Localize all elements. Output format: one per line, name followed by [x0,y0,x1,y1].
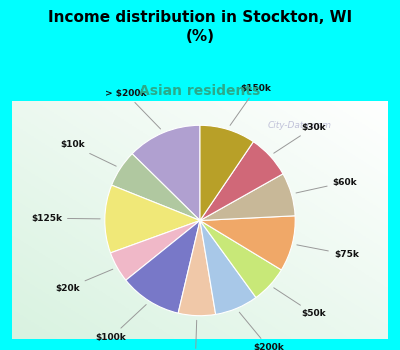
Wedge shape [126,220,200,313]
Text: $50k: $50k [274,288,326,318]
Text: $200k: $200k [239,312,284,350]
Wedge shape [200,220,256,314]
Text: > $200k: > $200k [105,89,160,129]
Wedge shape [110,220,200,280]
Text: $75k: $75k [297,245,359,259]
Wedge shape [200,174,295,220]
Wedge shape [178,220,216,316]
Text: Income distribution in Stockton, WI
(%): Income distribution in Stockton, WI (%) [48,10,352,44]
Text: $60k: $60k [296,178,357,193]
Text: $100k: $100k [96,304,146,342]
Wedge shape [200,125,253,220]
Text: City-Data.com: City-Data.com [268,120,332,130]
Wedge shape [105,185,200,253]
Text: Asian residents: Asian residents [139,84,261,98]
Text: $150k: $150k [230,84,271,125]
Text: $30k: $30k [274,122,326,153]
Text: $10k: $10k [60,140,116,166]
Wedge shape [112,154,200,220]
Wedge shape [200,216,295,270]
Wedge shape [200,142,283,220]
Text: $125k: $125k [31,214,100,223]
Wedge shape [132,125,200,220]
Wedge shape [200,220,281,298]
Text: $20k: $20k [55,269,113,293]
Text: $40k: $40k [183,320,208,350]
